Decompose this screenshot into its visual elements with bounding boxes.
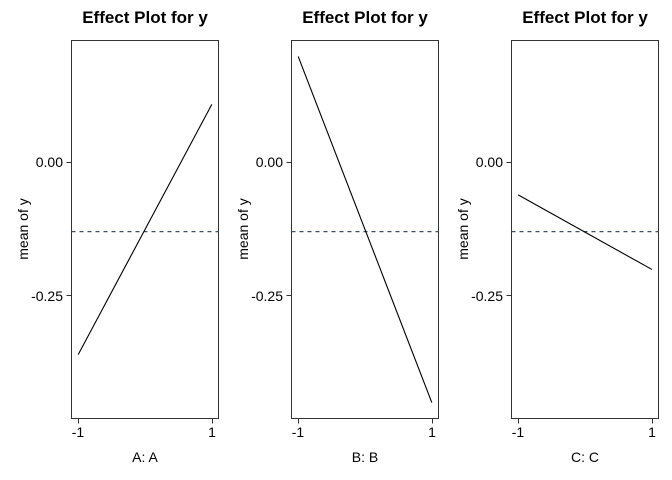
effect-line [297, 56, 433, 403]
x-axis-title: A: A [132, 449, 158, 465]
plot-area [506, 40, 659, 424]
y-axis-title: mean of y [455, 198, 471, 260]
effect-plot-panel-a: Effect Plot for y mean of y 0.00 -0.25 -… [0, 0, 232, 480]
panel-border [71, 40, 219, 419]
y-axis-title: mean of y [235, 198, 251, 260]
panel-border [291, 40, 439, 419]
y-tick-label-zero: 0.00 [475, 154, 503, 170]
plot-area [66, 40, 219, 424]
y-tick-label-neg025: -0.25 [31, 288, 63, 304]
x-tick-label-pos1: 1 [208, 424, 216, 440]
effect-plot-panel-b: Effect Plot for y mean of y 0.00 -0.25 -… [220, 0, 452, 480]
chart-title: Effect Plot for y [522, 8, 648, 27]
x-tick-label-neg1: -1 [511, 424, 525, 440]
y-tick-label-neg025: -0.25 [471, 288, 503, 304]
y-tick-label-zero: 0.00 [255, 154, 283, 170]
plot-area [286, 40, 439, 424]
effect-line [517, 194, 653, 270]
x-axis-title: B: B [351, 449, 379, 465]
chart-title: Effect Plot for y [302, 8, 428, 27]
x-tick-label-neg1: -1 [291, 424, 305, 440]
chart-title: Effect Plot for y [82, 8, 208, 27]
effect-plot-panel-c: Effect Plot for y mean of y 0.00 -0.25 -… [440, 0, 672, 480]
effect-line [77, 104, 213, 355]
x-tick-label-neg1: -1 [71, 424, 85, 440]
x-axis-title: C: C [571, 449, 599, 465]
y-axis-title: mean of y [15, 198, 31, 260]
x-tick-label-pos1: 1 [428, 424, 436, 440]
y-tick-label-neg025: -0.25 [251, 288, 283, 304]
panel-border [511, 40, 659, 419]
y-tick-label-zero: 0.00 [35, 154, 63, 170]
x-tick-label-pos1: 1 [648, 424, 656, 440]
